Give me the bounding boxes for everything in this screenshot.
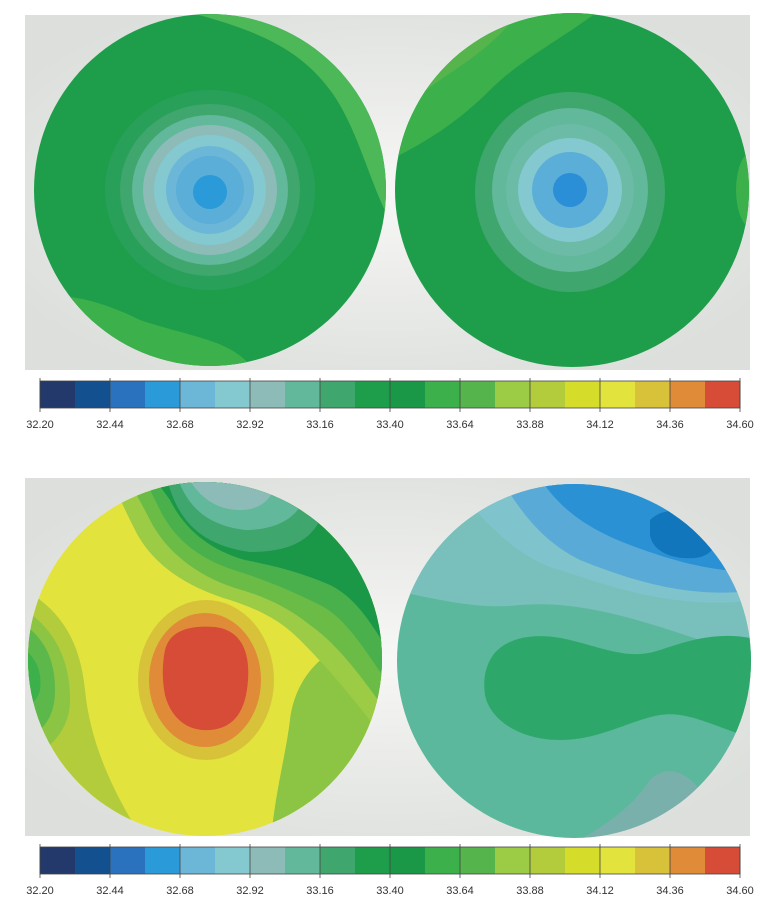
colorbar-segment [110,381,146,408]
colorbar-tick-label: 32.20 [26,419,54,431]
colorbar-segment [215,847,251,874]
colorbar-tick-label: 34.60 [726,419,754,431]
colorbar-segment [355,381,391,408]
colorbar-segment [460,847,496,874]
colorbar-segment [75,381,111,408]
map-top-left [34,14,386,366]
colorbar-segment [75,847,111,874]
colorbar-segment [215,381,251,408]
colorbar-tick-label: 32.68 [166,885,194,897]
colorbar-tick-label: 33.88 [516,885,544,897]
colorbar-tick-label: 33.88 [516,419,544,431]
colorbar-tick-label: 33.40 [376,885,404,897]
colorbar-segment [285,847,321,874]
colorbar-tick-label: 34.12 [586,419,614,431]
colorbar-segment [320,847,356,874]
colorbar-segment [285,381,321,408]
colorbar-segment [425,381,461,408]
colorbar-tick-label: 33.64 [446,419,474,431]
colorbar-tick-label: 34.12 [586,885,614,897]
colorbar-tick-label: 33.64 [446,885,474,897]
colorbar-segment [40,847,76,874]
colorbar-segment [530,847,566,874]
colorbar-tick-label: 32.44 [96,419,124,431]
colorbar-segment [320,381,356,408]
colorbar-tick-label: 32.20 [26,885,54,897]
colorbar-segment [635,847,671,874]
colorbar-segment [40,381,76,408]
colorbar-segment [600,381,636,408]
colorbar-segment [425,847,461,874]
colorbar-tick-label: 34.60 [726,885,754,897]
top-colorbar: 32.20 32.44 32.68 32.92 33.16 33.40 33.64 33.88… [26,378,754,431]
colorbar-segment [495,381,531,408]
colorbar-segment [495,847,531,874]
colorbar-tick-label: 32.92 [236,419,264,431]
colorbar-segment [670,381,706,408]
colorbar-segment [110,847,146,874]
colorbar-segment [705,847,741,874]
colorbar-tick-label: 33.40 [376,419,404,431]
colorbar-segment [145,381,181,408]
top-panel: 32.20 32.44 32.68 32.92 33.16 33.40 33.64 33.88… [25,13,754,431]
colorbar-tick-label: 33.16 [306,885,334,897]
colorbar-segment [565,847,601,874]
colorbar-segment [145,847,181,874]
colorbar-tick-label: 33.16 [306,419,334,431]
colorbar-segment [600,847,636,874]
colorbar-tick-label: 34.36 [656,419,684,431]
colorbar-tick-label: 32.44 [96,885,124,897]
bottom-colorbar: 32.20 32.44 32.68 32.92 33.16 33.40 33.64 33.88… [26,844,754,897]
colorbar-segment [390,847,426,874]
colorbar-segment [635,381,671,408]
colorbar-segment [390,381,426,408]
colorbar-tick-label: 32.92 [236,885,264,897]
colorbar-segment [705,381,741,408]
colorbar-tick-label: 32.68 [166,419,194,431]
colorbar-segment [180,847,216,874]
bottom-panel: 32.20 32.44 32.68 32.92 33.16 33.40 33.64 33.88… [25,478,754,897]
colorbar-segment [565,381,601,408]
colorbar-segment [250,847,286,874]
colorbar-segment [355,847,391,874]
colorbar-tick-label: 34.36 [656,885,684,897]
colorbar-segment [180,381,216,408]
colorbar-segment [460,381,496,408]
colorbar-segment [530,381,566,408]
colorbar-segment [250,381,286,408]
colorbar-segment [670,847,706,874]
